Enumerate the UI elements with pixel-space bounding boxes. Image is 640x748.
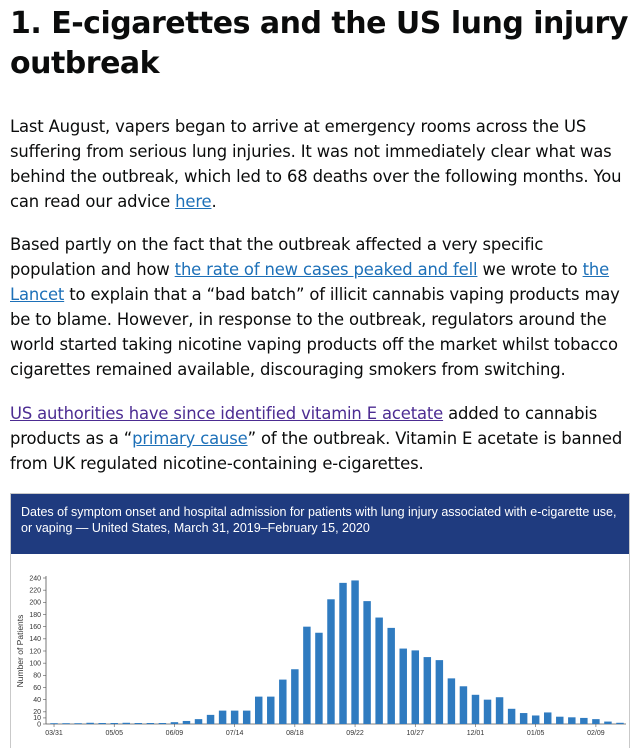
bar [291,669,299,724]
advice-link[interactable]: here [175,192,212,211]
y-tick-label: 120 [29,648,41,655]
bar [218,710,227,724]
bar [122,722,131,724]
chart-title: Dates of symptom onset and hospital admi… [21,505,617,535]
bar [411,650,420,724]
x-tick-label: 05/05 [105,730,123,737]
rate-of-cases-link[interactable]: the rate of new cases peaked and fell [174,260,478,279]
y-tick-label: 200 [29,600,41,607]
bar [495,697,504,724]
bar [254,696,263,724]
y-tick-label: 60 [33,685,41,692]
bar [170,722,179,724]
x-tick-label: 12/01 [467,730,485,737]
paragraph-bad-batch: Based partly on the fact that the outbre… [10,232,632,382]
bar [327,599,335,724]
bar [279,679,287,724]
bar [459,686,468,724]
bar [483,699,492,724]
bar [543,712,552,724]
chart-figure: Dates of symptom onset and hospital admi… [10,493,630,748]
y-tick-label: 80 [33,673,41,680]
bar [375,617,383,724]
bar [86,722,94,724]
lancet-link[interactable]: the Lancet [10,260,610,304]
bar [134,723,143,724]
bar [206,714,215,724]
article-heading: 1. E-cigarettes and the US lung injury o… [10,6,628,81]
x-tick-label: 02/09 [587,730,605,737]
x-tick-label: 09/22 [346,730,364,737]
bar [616,722,624,724]
bar [447,678,456,724]
bar [592,719,600,724]
bar [230,710,239,724]
vitamin-e-acetate-link[interactable]: US authorities have since identified vit… [10,404,444,423]
bar [568,717,576,724]
bar [435,660,444,724]
bar [146,723,155,724]
bar [363,601,371,724]
bar [110,723,118,724]
bar [351,580,359,724]
bar [580,717,588,724]
y-tick-label: 0 [37,721,41,728]
chart-header: Dates of symptom onset and hospital admi… [11,494,629,554]
paragraph-bad-batch-text-1: Based partly on the fact that the outbre… [10,235,544,279]
x-tick-label: 06/09 [166,730,184,737]
paragraph-intro-end: . [211,192,217,211]
bar [50,723,58,724]
y-tick-label: 240 [29,575,41,582]
paragraph-intro: Last August, vapers began to arrive at e… [10,114,632,214]
bar [98,723,106,724]
y-tick-label: 40 [33,697,41,704]
y-tick-label: 10 [33,715,41,722]
y-tick-label: 140 [29,636,41,643]
bar [303,626,311,724]
bar [604,721,612,724]
paragraph-vitamin-e-text-2: ” of the outbreak. Vitamin E acetate is … [10,429,623,473]
bar [423,657,432,724]
primary-cause-link[interactable]: primary cause [132,429,248,448]
bar [471,694,480,724]
bar [556,716,564,724]
bar [74,723,82,724]
y-axis-title: Number of Patients [15,615,25,688]
x-tick-label: 03/31 [45,730,63,737]
y-tick-label: 160 [29,624,41,631]
bar [315,632,323,724]
x-tick-label: 08/18 [286,730,304,737]
bar [158,723,167,724]
bar [387,627,395,724]
bar [267,696,275,724]
bar [519,713,528,724]
y-tick-label: 180 [29,612,41,619]
bar [339,582,347,724]
x-tick-label: 01/05 [527,730,545,737]
bar [194,719,203,724]
bar [62,723,70,724]
paragraph-bad-batch-text-3: to explain that a “bad batch” of illicit… [10,285,620,379]
paragraph-bad-batch-text-2: we wrote to [477,260,583,279]
x-tick-label: 07/14 [226,730,244,737]
bar [399,648,407,724]
y-tick-label: 220 [29,587,41,594]
y-tick-label: 20 [33,709,41,716]
bar [531,715,540,724]
paragraph-vitamin-e: US authorities have since identified vit… [10,401,632,476]
paragraph-vitamin-e-text-1: added to cannabis products as a “ [10,404,598,448]
bar [507,708,516,724]
x-tick-label: 10/27 [407,730,425,737]
y-tick-label: 100 [29,660,41,667]
bar [182,720,191,724]
bar [242,710,251,724]
paragraph-intro-text: Last August, vapers began to arrive at e… [10,117,622,211]
